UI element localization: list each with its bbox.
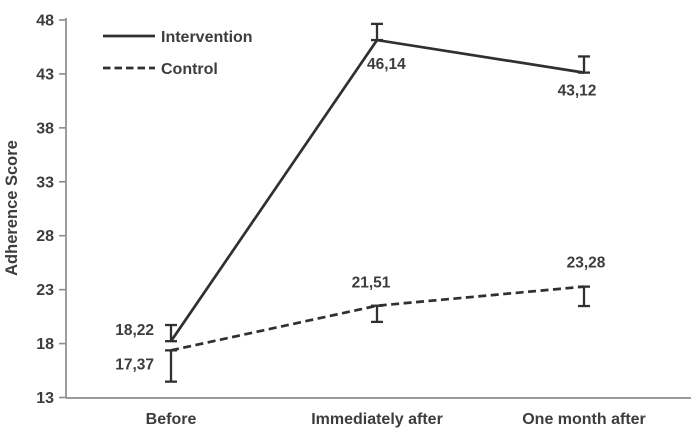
x-category-label-before: Before <box>146 411 197 428</box>
error-bar-control-2 <box>578 285 590 308</box>
error-bar-control-0 <box>165 349 177 383</box>
data-label-intervention-2: 43,12 <box>558 83 597 100</box>
y-tick-label: 18 <box>36 336 54 353</box>
legend: Intervention Control <box>103 29 253 78</box>
data-label-control-1: 21,51 <box>352 275 391 292</box>
data-label-intervention-0: 18,22 <box>115 322 154 339</box>
y-tick-label: 13 <box>36 390 54 407</box>
y-tick-label: 23 <box>36 282 54 299</box>
y-tick-label: 43 <box>36 66 54 83</box>
x-category-label-immediately-after: Immediately after <box>311 411 443 428</box>
error-bar-control-1 <box>371 304 383 324</box>
y-tick-label: 33 <box>36 174 54 191</box>
y-tick-label: 28 <box>36 228 54 245</box>
data-label-intervention-1: 46,14 <box>367 56 406 73</box>
legend-label-intervention: Intervention <box>161 29 253 46</box>
legend-label-control: Control <box>161 61 218 78</box>
series-layer: 18,22 46,14 43,12 17,37 21,51 23,28 <box>115 22 606 383</box>
y-tick-label: 38 <box>36 120 54 137</box>
error-bar-intervention-1 <box>371 22 383 42</box>
axes-layer: 13 18 23 28 33 38 43 48 <box>36 13 691 407</box>
y-tick-label: 48 <box>36 13 54 30</box>
series-line-intervention <box>169 38 585 342</box>
x-axis-labels: Before Immediately after One month after <box>146 411 646 428</box>
data-label-control-2: 23,28 <box>567 255 606 272</box>
error-bar-intervention-2 <box>578 55 590 74</box>
y-axis-title: Adherence Score <box>3 140 21 276</box>
data-label-control-0: 17,37 <box>115 356 154 373</box>
x-category-label-one-month-after: One month after <box>522 411 646 428</box>
series-line-control <box>170 285 585 352</box>
